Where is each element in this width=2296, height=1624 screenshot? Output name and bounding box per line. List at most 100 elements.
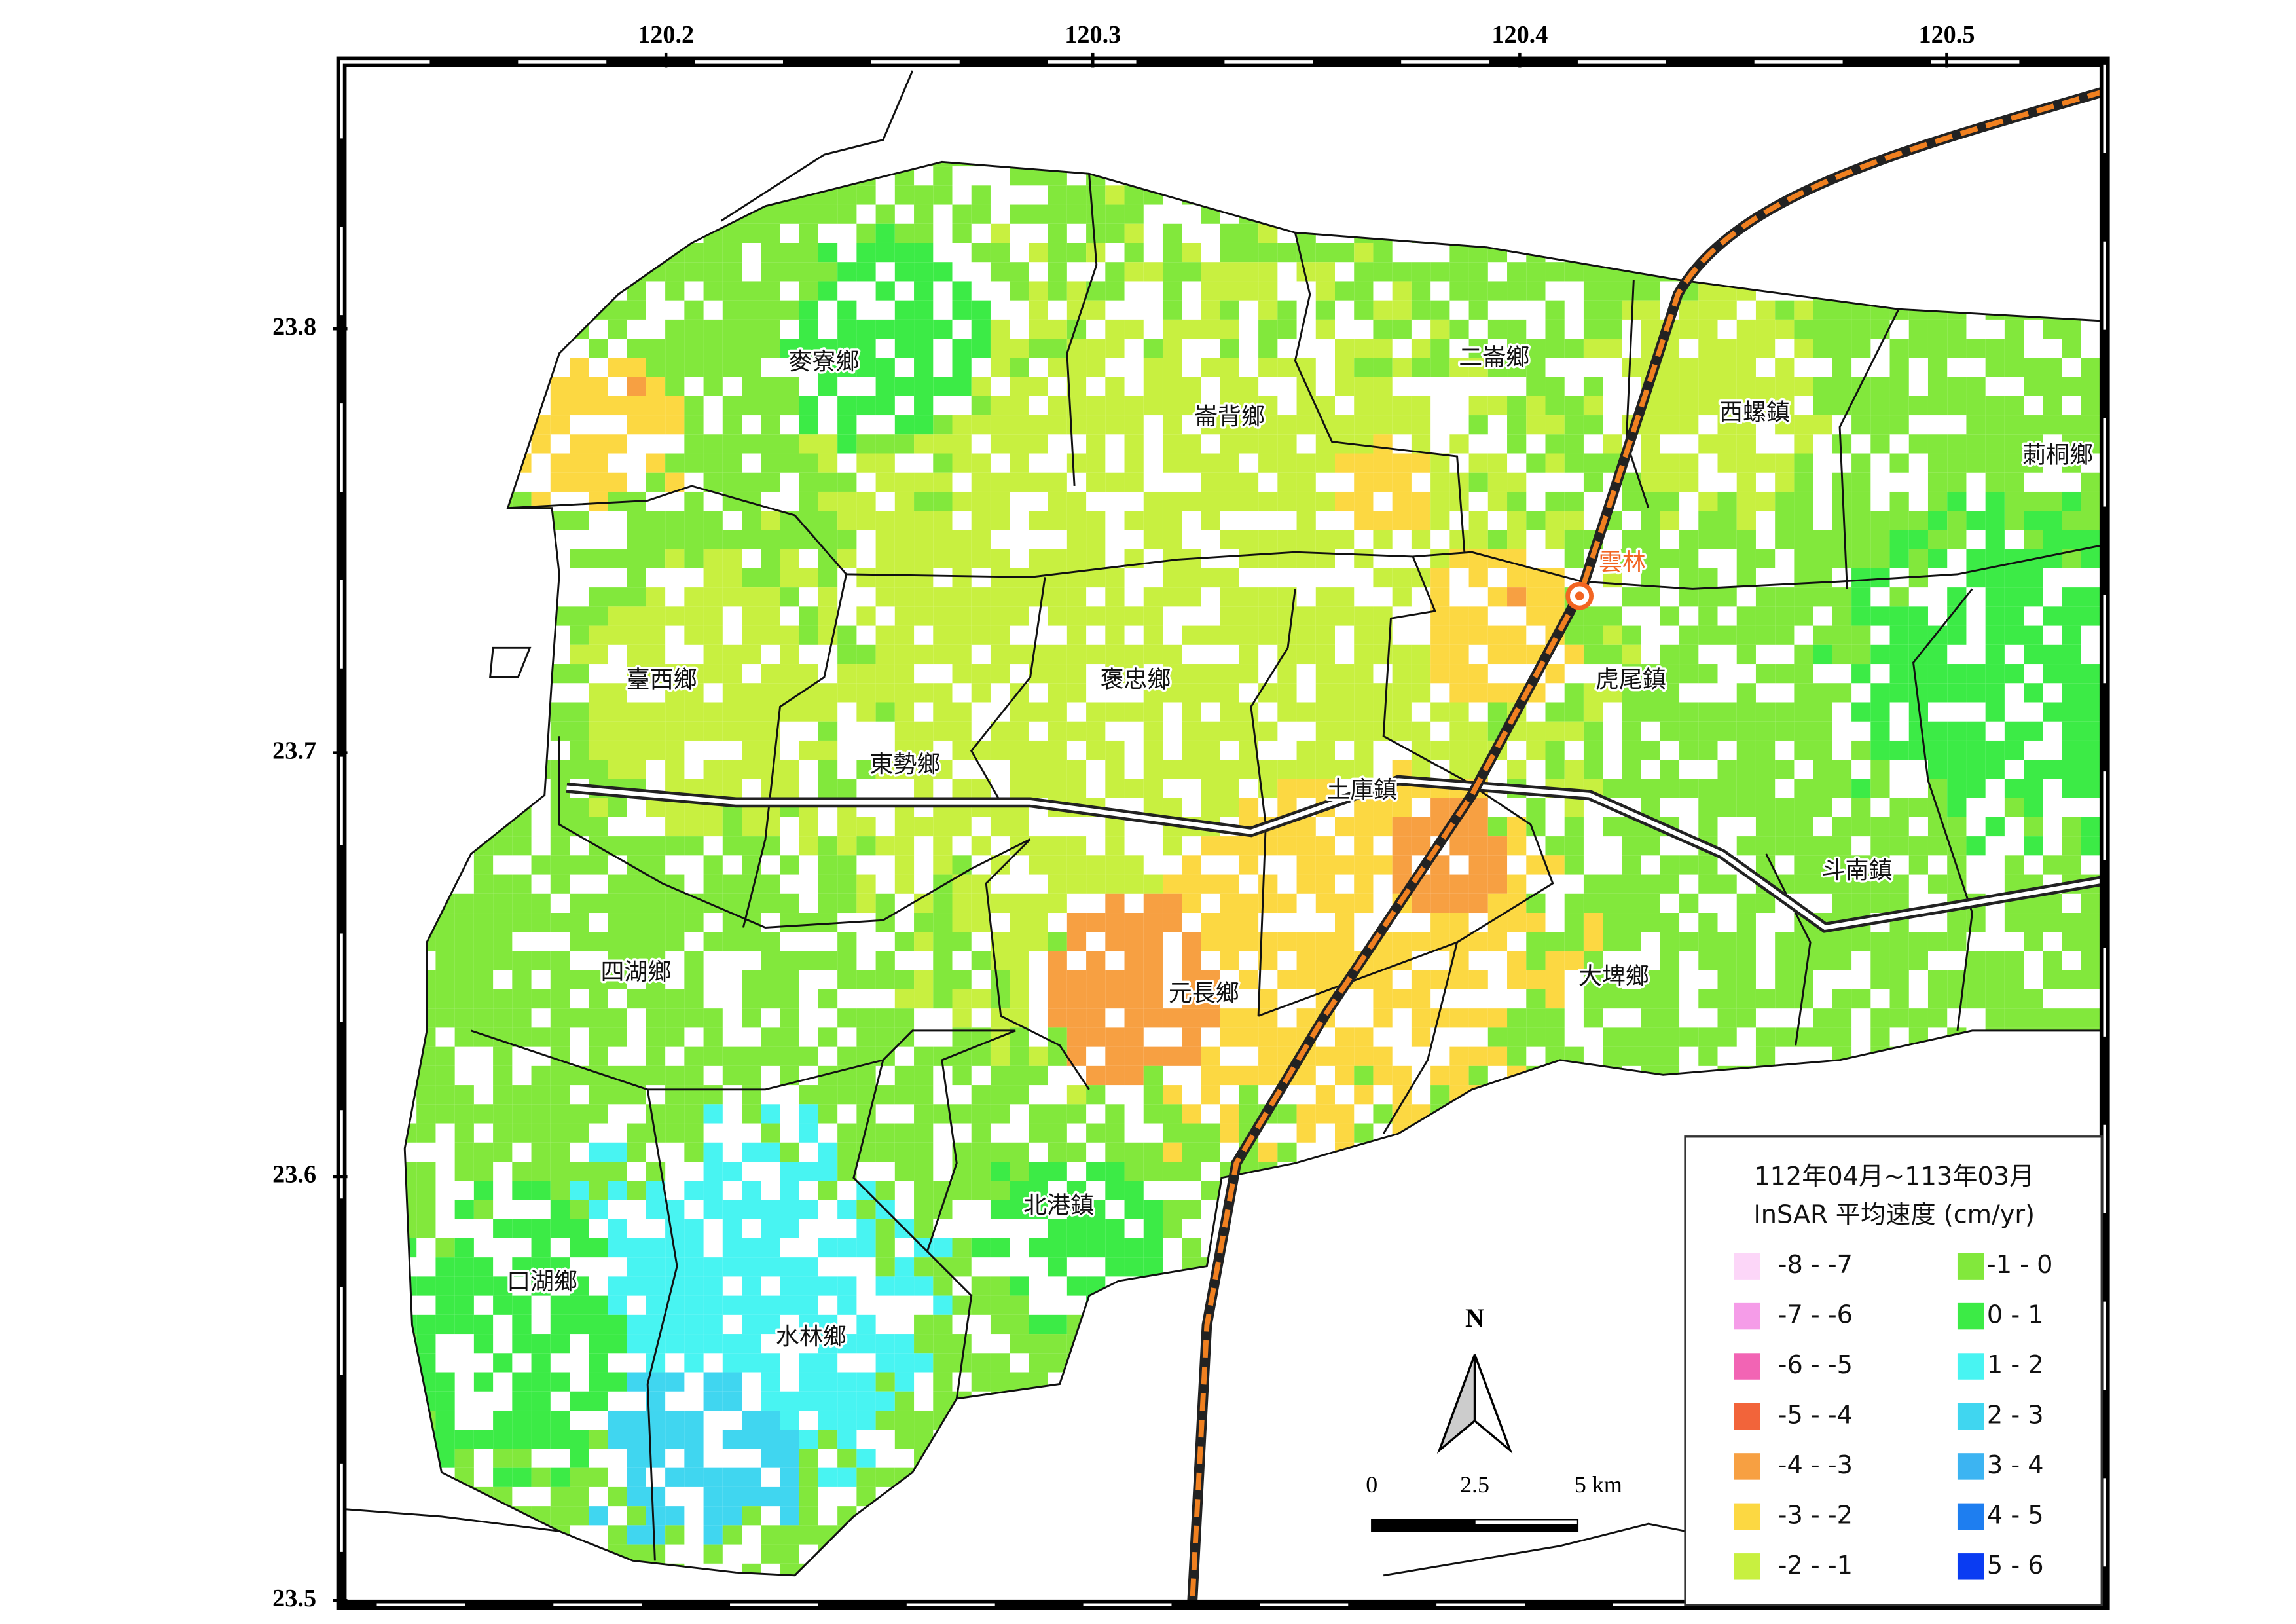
- velocity-cell: [1182, 1104, 1201, 1124]
- velocity-cell: [1086, 185, 1106, 205]
- velocity-cell: [1411, 358, 1431, 377]
- velocity-cell: [473, 855, 494, 875]
- velocity-cell: [914, 1219, 934, 1238]
- velocity-cell: [2043, 913, 2062, 932]
- velocity-cell: [1258, 625, 1278, 645]
- velocity-cell: [742, 721, 761, 741]
- velocity-cell: [1143, 989, 1163, 1009]
- velocity-cell: [493, 1467, 513, 1487]
- velocity-cell: [454, 893, 474, 913]
- velocity-cell: [1622, 760, 1641, 779]
- velocity-cell: [589, 1046, 608, 1066]
- velocity-cell: [1143, 1200, 1163, 1219]
- velocity-cell: [1966, 434, 1986, 454]
- velocity-cell: [990, 1276, 1010, 1296]
- velocity-cell: [1564, 913, 1584, 932]
- velocity-cell: [894, 1276, 915, 1296]
- velocity-cell: [875, 281, 895, 301]
- velocity-cell: [1373, 1065, 1393, 1086]
- velocity-cell: [703, 1161, 723, 1181]
- velocity-cell: [1086, 549, 1106, 568]
- velocity-cell: [1354, 491, 1374, 511]
- velocity-cell: [2024, 434, 2043, 454]
- velocity-cell: [1564, 453, 1584, 473]
- velocity-cell: [2062, 511, 2081, 530]
- velocity-cell: [1354, 358, 1374, 377]
- velocity-cell: [1373, 1008, 1393, 1028]
- velocity-cell: [1507, 1008, 1527, 1028]
- velocity-cell: [2004, 798, 2024, 817]
- velocity-cell: [473, 874, 494, 894]
- boundary: [1294, 232, 1466, 553]
- velocity-cell: [1315, 1104, 1336, 1124]
- velocity-cell: [933, 549, 953, 568]
- velocity-cell: [742, 1104, 761, 1124]
- velocity-cell: [1545, 530, 1565, 549]
- velocity-cell: [665, 721, 685, 741]
- velocity-cell: [1335, 702, 1355, 722]
- velocity-cell: [933, 1314, 953, 1335]
- velocity-cell: [589, 1008, 608, 1028]
- velocity-cell: [914, 415, 934, 435]
- velocity-cell: [1010, 1200, 1029, 1219]
- velocity-cell: [1315, 664, 1336, 684]
- velocity-cell: [570, 625, 589, 645]
- velocity-cell: [914, 1353, 934, 1373]
- velocity-cell: [818, 683, 838, 703]
- velocity-cell: [1258, 893, 1278, 913]
- velocity-cell: [1277, 606, 1297, 626]
- velocity-cell: [550, 396, 570, 416]
- velocity-cell: [1851, 530, 1871, 549]
- velocity-cell: [416, 1334, 436, 1354]
- velocity-cell: [1449, 644, 1469, 665]
- velocity-cell: [1335, 721, 1355, 741]
- velocity-cell: [1105, 223, 1125, 243]
- velocity-cell: [1296, 740, 1316, 760]
- velocity-cell: [952, 606, 972, 626]
- velocity-cell: [1487, 396, 1508, 416]
- velocity-cell: [799, 262, 818, 282]
- velocity-cell: [1335, 893, 1355, 913]
- velocity-cell: [1143, 1046, 1163, 1066]
- velocity-cell: [1220, 339, 1239, 358]
- velocity-cell: [703, 817, 723, 837]
- velocity-cell: [1794, 836, 1813, 856]
- velocity-cell: [1564, 893, 1584, 913]
- velocity-cell: [1908, 664, 1928, 684]
- velocity-cell: [589, 1334, 608, 1354]
- velocity-cell: [780, 587, 799, 607]
- velocity-cell: [856, 606, 876, 626]
- velocity-cell: [703, 281, 723, 301]
- scale-bar-segment: [1371, 1519, 1476, 1532]
- velocity-cell: [1048, 855, 1067, 875]
- velocity-cell: [1889, 491, 1909, 511]
- velocity-cell: [2062, 740, 2081, 760]
- legend-label: -7 - -6: [1778, 1301, 1853, 1330]
- velocity-cell: [1066, 664, 1087, 684]
- velocity-cell: [1449, 836, 1469, 856]
- velocity-cell: [1507, 530, 1527, 549]
- velocity-cell: [761, 817, 780, 837]
- velocity-cell: [761, 1410, 780, 1430]
- velocity-cell: [1105, 874, 1125, 894]
- velocity-cell: [1564, 511, 1584, 530]
- velocity-cell: [1430, 339, 1450, 358]
- velocity-cell: [665, 664, 685, 684]
- velocity-cell: [1603, 339, 1622, 358]
- velocity-cell: [1373, 606, 1393, 626]
- velocity-cell: [608, 1372, 627, 1392]
- velocity-cell: [1583, 721, 1603, 741]
- velocity-cell: [1927, 740, 1948, 760]
- velocity-cell: [416, 1181, 436, 1200]
- velocity-cell: [799, 740, 818, 760]
- velocity-cell: [646, 1027, 666, 1047]
- velocity-cell: [1449, 874, 1469, 894]
- velocity-cell: [435, 1314, 455, 1335]
- velocity-cell: [1354, 893, 1374, 913]
- velocity-cell: [837, 262, 857, 282]
- velocity-cell: [761, 453, 780, 473]
- velocity-cell: [780, 1219, 799, 1238]
- velocity-cell: [818, 1391, 838, 1411]
- velocity-cell: [1277, 415, 1297, 435]
- velocity-cell: [1813, 319, 1832, 339]
